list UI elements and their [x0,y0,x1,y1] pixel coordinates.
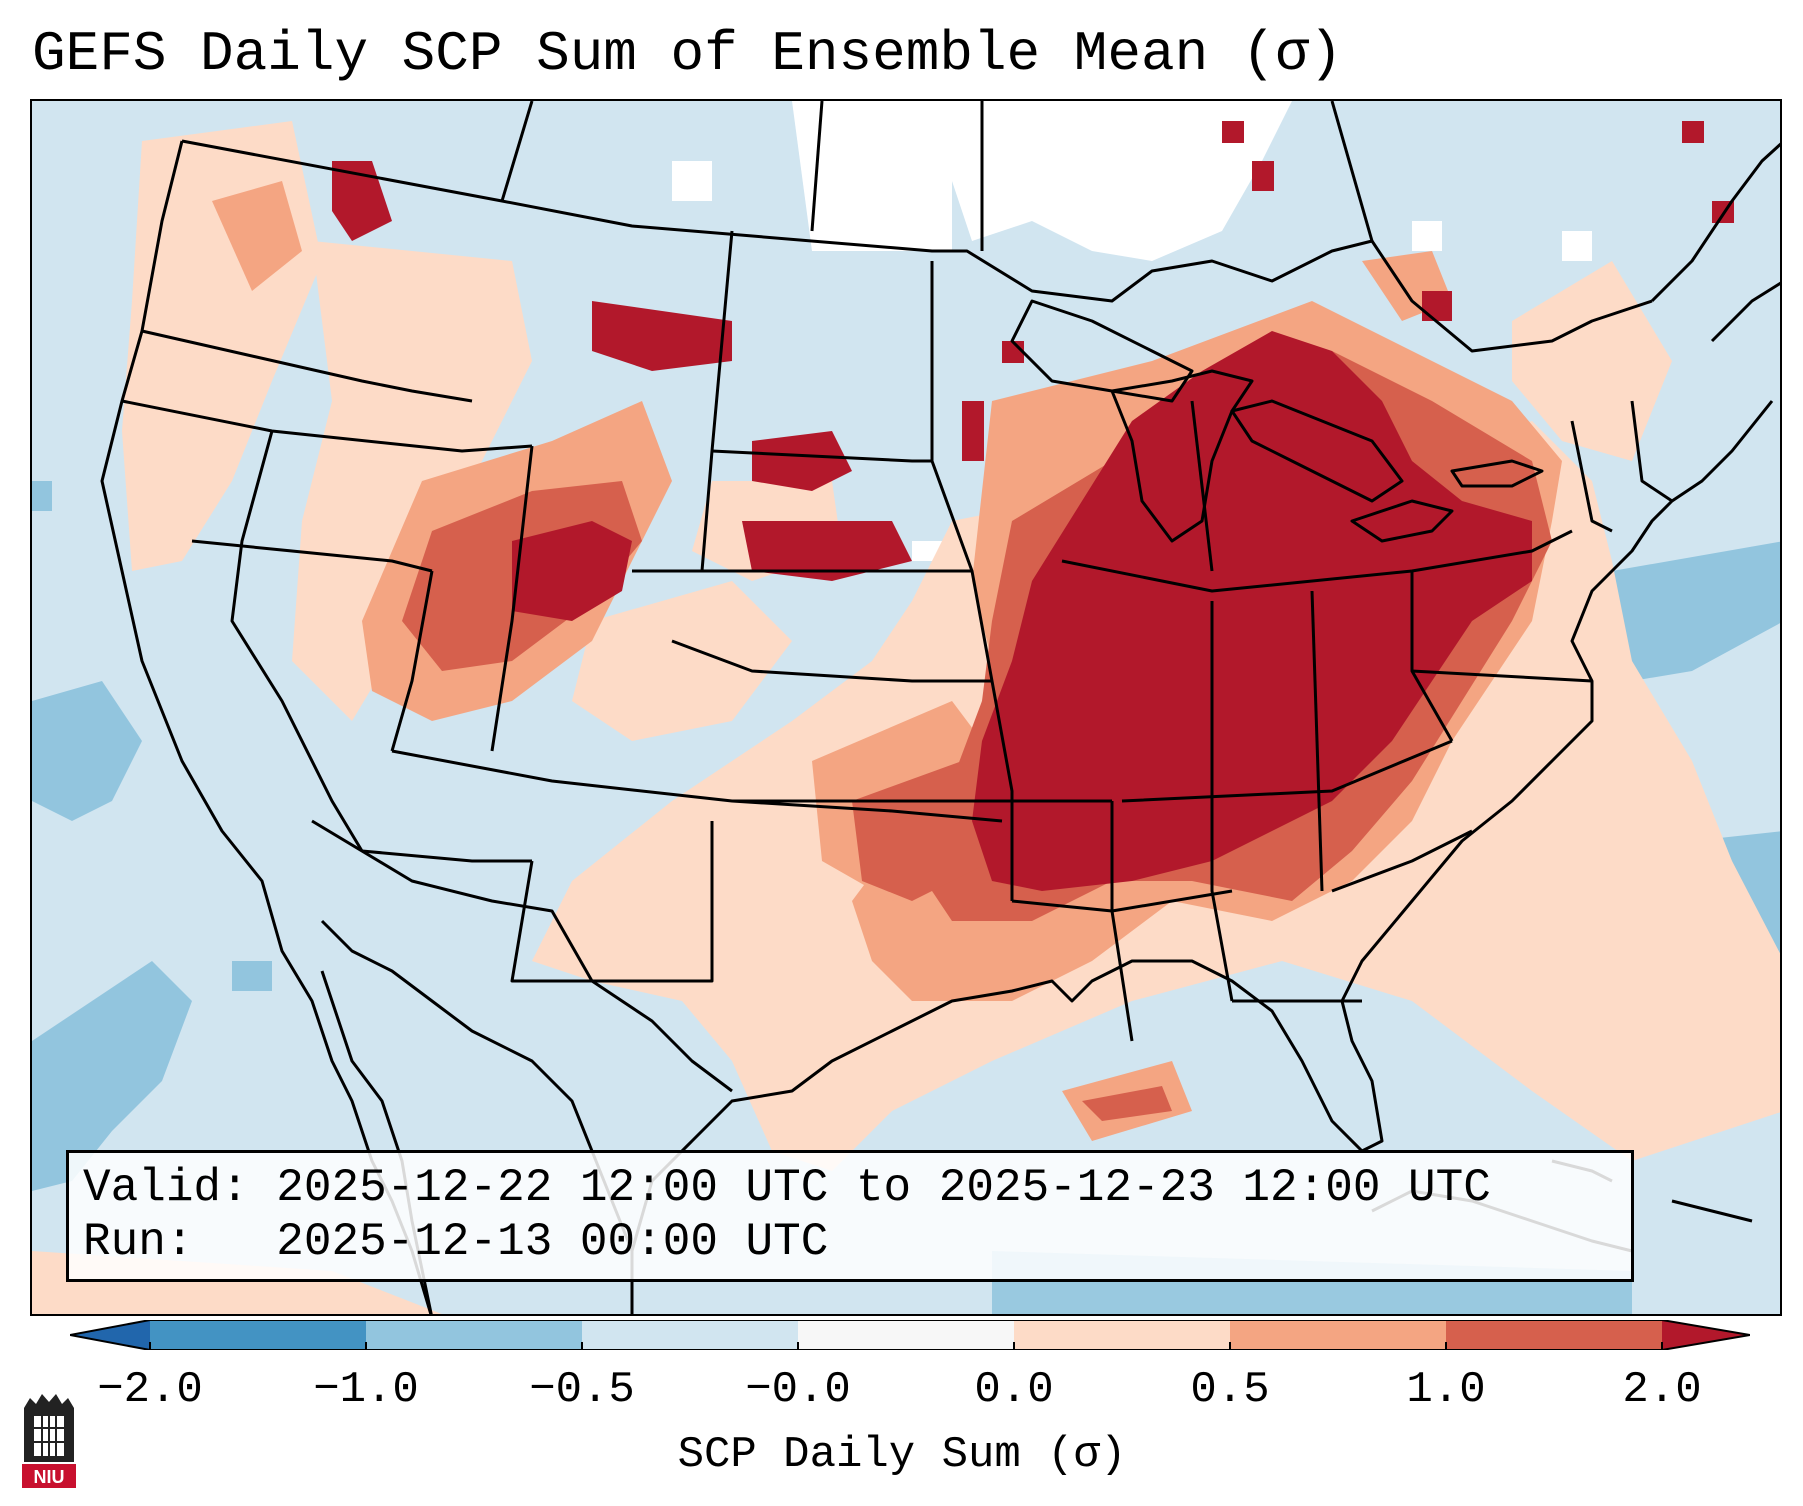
colorbar-bin-7 [1446,1320,1662,1350]
colorbar-bin-1 [150,1320,366,1350]
colorbar-bin-8 [1662,1320,1750,1350]
colorbar [70,1320,1750,1350]
valid-label: Valid: [83,1162,249,1214]
map-svg [32,101,1780,1314]
colorbar-bin-4 [798,1320,1014,1350]
colorbar-tick-label: 1.0 [1406,1365,1486,1415]
positive-anomaly-extreme [332,121,1734,891]
valid-run-info-box: Valid: 2025-12-22 12:00 UTC to 2025-12-2… [66,1150,1634,1282]
colorbar-tick-label: 0.5 [1190,1365,1270,1415]
niu-logo: NIU [22,1394,76,1488]
valid-value: 2025-12-22 12:00 UTC to 2025-12-23 12:00… [276,1162,1491,1214]
colorbar-bin-6 [1230,1320,1446,1350]
colorbar-tick-label: 2.0 [1622,1365,1702,1415]
colorbar-bin-3 [582,1320,798,1350]
run-label: Run: [83,1216,194,1268]
chart-title: GEFS Daily SCP Sum of Ensemble Mean (σ) [32,22,1343,86]
logo-text: NIU [34,1467,65,1487]
colorbar-bin-5 [1014,1320,1230,1350]
colorbar-tick-label: −1.0 [313,1365,419,1415]
colorbar-tick-label: −0.0 [745,1365,851,1415]
near-zero-area [672,101,1592,561]
colorbar-tick-label: −2.0 [97,1365,203,1415]
colorbar-bin-0 [70,1320,150,1350]
colorbar-tick-label: 0.0 [974,1365,1054,1415]
colorbar-tick-label: −0.5 [529,1365,635,1415]
colorbar-label: SCP Daily Sum (σ) [677,1430,1127,1480]
colorbar-bin-2 [366,1320,582,1350]
run-value: 2025-12-13 00:00 UTC [276,1216,829,1268]
map-panel [30,99,1782,1316]
